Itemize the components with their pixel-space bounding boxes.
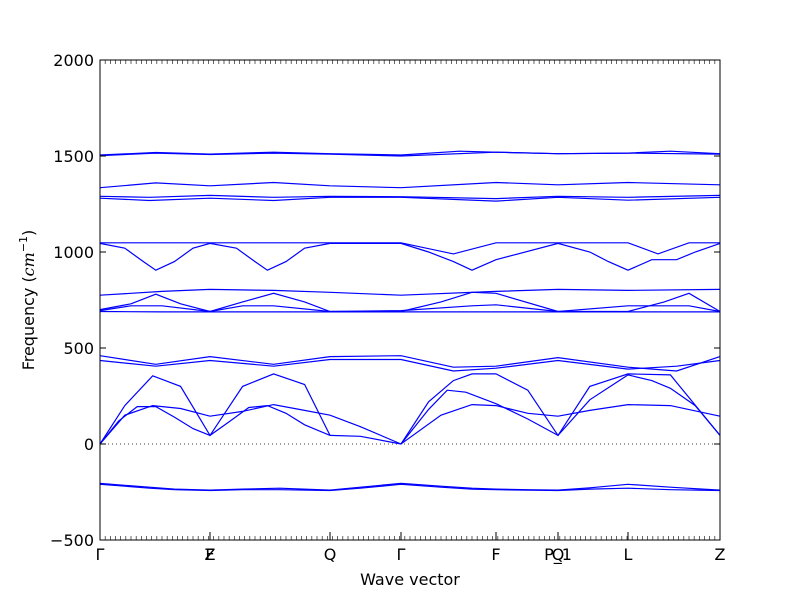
- y-tick-label: 0: [84, 435, 94, 454]
- band-line-4: [99, 404, 402, 445]
- band-line-3: [99, 403, 721, 445]
- plot-layer: [99, 150, 721, 492]
- y-tick-label: 1500: [53, 147, 94, 166]
- q-point-label: F: [491, 545, 500, 564]
- x-ticks: Γ ZF Q Γ F P_1Q L Z: [96, 60, 726, 565]
- y-tick-label: 500: [63, 339, 94, 358]
- y-tick-label: 2000: [53, 51, 94, 70]
- q-point-label: Z: [715, 545, 726, 564]
- band-line-13: [99, 288, 721, 296]
- band-line-9: [99, 355, 721, 372]
- band-line-5: [99, 373, 331, 445]
- q-point-label: Z: [205, 545, 216, 564]
- band-line-7: [400, 373, 721, 445]
- band-line-8: [99, 358, 721, 372]
- band-line-17: [99, 194, 721, 200]
- q-point-label: Q: [552, 545, 565, 564]
- band-line-16: [99, 196, 721, 202]
- band-line-15: [100, 242, 720, 255]
- q-point-label: Γ: [397, 545, 406, 564]
- y-axis-label: Frequency (cm−1): [17, 230, 38, 371]
- q-point-label: Q: [324, 545, 337, 564]
- band-line-2: [99, 483, 721, 492]
- q-point-label: F: [205, 545, 214, 564]
- band-line-20: [99, 150, 721, 156]
- band-line-12: [99, 291, 721, 313]
- q-point-label: L: [624, 545, 633, 564]
- q-point-label: P_1: [544, 545, 572, 565]
- x-axis-label: Wave vector: [360, 570, 460, 589]
- y-tick-label: 1000: [53, 243, 94, 262]
- band-line-18: [99, 181, 721, 189]
- q-point-label: Γ: [96, 545, 105, 564]
- y-tick-label: −500: [50, 531, 94, 550]
